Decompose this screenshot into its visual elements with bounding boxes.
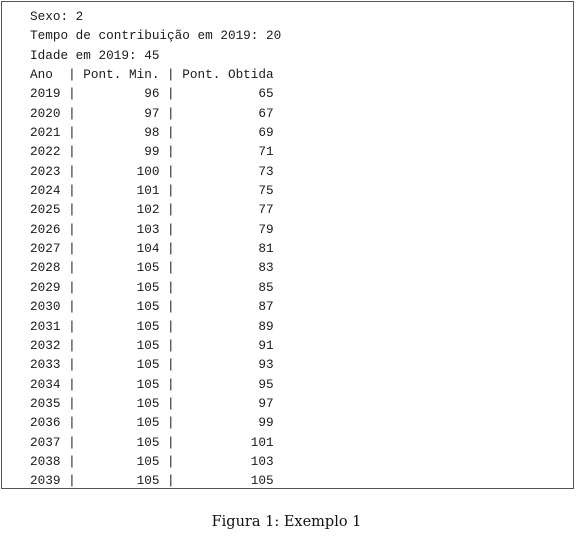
- table-header: Ano | Pont. Min. | Pont. Obtida: [30, 67, 274, 83]
- table-row: 2032 | 105 | 91: [30, 337, 274, 353]
- table-row: 2019 | 96 | 65: [30, 86, 274, 102]
- table-row: 2022 | 99 | 71: [30, 144, 274, 160]
- table-row: 2039 | 105 | 105: [30, 473, 274, 489]
- info-line: Tempo de contribuição em 2019: 20: [30, 28, 282, 44]
- table-row: 2037 | 105 | 101: [30, 434, 274, 450]
- figure-caption: Figura 1: Exemplo 1: [211, 514, 362, 530]
- table-row: 2023 | 100 | 73: [30, 163, 274, 179]
- table-row: 2030 | 105 | 87: [30, 299, 274, 315]
- table-row: 2024 | 101 | 75: [30, 183, 274, 199]
- info-line: Sexo: 2: [30, 9, 84, 24]
- console-output-frame: Sexo: 2 Tempo de contribuição em 2019: 20…: [1, 1, 574, 489]
- table-row: 2020 | 97 | 67: [30, 105, 274, 121]
- table-row: 2027 | 104 | 81: [30, 241, 274, 257]
- table-row: 2034 | 105 | 95: [30, 376, 274, 392]
- table-row: 2036 | 105 | 99: [30, 415, 274, 431]
- info-line: Idade em 2019: 45: [30, 47, 160, 63]
- console-output: Sexo: 2 Tempo de contribuição em 2019: 20…: [30, 7, 281, 491]
- table-row: 2038 | 105 | 103: [30, 453, 274, 469]
- table-row: 2026 | 103 | 79: [30, 221, 274, 237]
- table-row: 2029 | 105 | 85: [30, 279, 274, 295]
- table-row: 2021 | 98 | 69: [30, 125, 274, 141]
- table-row: 2033 | 105 | 93: [30, 357, 274, 373]
- table-row: 2035 | 105 | 97: [30, 395, 274, 411]
- table-row: 2031 | 105 | 89: [30, 318, 274, 334]
- table-row: 2025 | 102 | 77: [30, 202, 274, 218]
- table-row: 2028 | 105 | 83: [30, 260, 274, 276]
